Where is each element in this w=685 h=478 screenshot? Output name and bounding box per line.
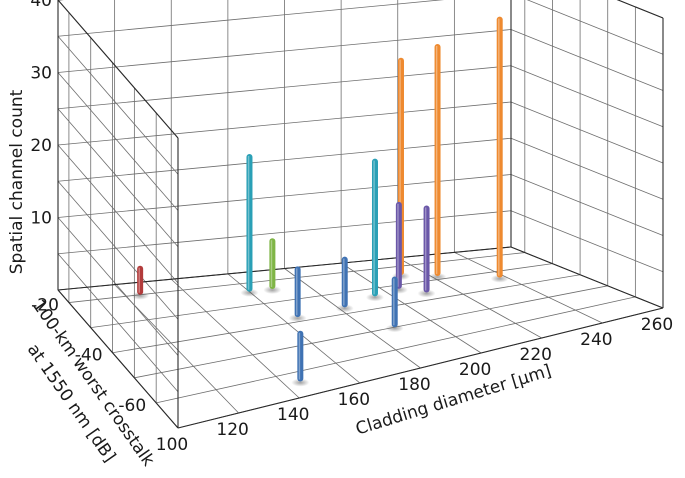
bar-body (341, 256, 348, 308)
x-tick-label: 180 (398, 375, 430, 395)
x-tick-label: 120 (216, 420, 248, 440)
bar-body (297, 330, 304, 382)
box-edge (57, 289, 179, 429)
floor-grid-line (397, 257, 542, 339)
z-tick-label: 20 (30, 136, 52, 156)
box-edge (57, 0, 179, 139)
right-wall-grid-line (510, 174, 664, 236)
bar-series-1-point-0 (291, 330, 310, 387)
floor-grid-line (156, 296, 636, 404)
bar-body (423, 205, 430, 293)
z-axis-title: Spatial channel count (7, 89, 27, 274)
x-tick-label: 200 (459, 360, 491, 380)
bar-series-1-point-1 (288, 266, 307, 323)
y-tick-label: -20 (31, 296, 59, 316)
bar-shadow (131, 291, 150, 300)
bar-highlight (298, 332, 301, 380)
floor-grid-line (340, 262, 482, 354)
chart-tick-labels: 100 120 140 160 180 200 220 240 260 -20 -40 -60 10 20… (30, 0, 673, 455)
floor-grid-line (170, 278, 300, 399)
bar-highlight (393, 278, 395, 326)
bar-series-1-point-2 (335, 256, 354, 313)
chart-bars (131, 16, 509, 387)
bar-series-5-point-2 (490, 16, 509, 283)
bar-highlight (247, 155, 250, 290)
left-wall-grid-line (57, 35, 179, 175)
box-edge (177, 307, 664, 429)
right-wall-grid-line (526, 0, 664, 55)
left-wall-grid-line (57, 253, 179, 393)
bar-shadow (417, 289, 436, 298)
bar-highlight (296, 268, 298, 316)
bar-highlight (435, 45, 438, 274)
x-tick-label: 100 (156, 435, 188, 455)
bar-body (294, 266, 301, 318)
left-wall-grid-line (57, 144, 179, 284)
bar-series-1-point-3 (385, 276, 404, 333)
right-wall-grid-line (510, 65, 664, 128)
bar-highlight (373, 160, 375, 295)
x-tick-label: 160 (338, 390, 370, 410)
right-wall-grid-line (510, 101, 664, 164)
bar-shadow (291, 378, 310, 387)
bar-shadow (263, 285, 282, 294)
left-wall-grid-line (57, 72, 179, 211)
bar-series-2-point-1 (365, 158, 384, 302)
bar-series-4-point-1 (417, 205, 436, 298)
back-wall-grid-line (57, 0, 445, 37)
bar-highlight (424, 207, 427, 291)
z-tick-label: 40 (30, 0, 52, 11)
y-tick-label: -60 (118, 396, 146, 416)
bar-body (395, 201, 402, 289)
bar-shadow (385, 324, 404, 333)
x-tick-label: 140 (277, 405, 309, 425)
bar-highlight (399, 59, 401, 274)
bar-body (269, 238, 276, 289)
bar-series-3-point-0 (263, 238, 282, 294)
right-wall-grid-line (510, 137, 664, 200)
bar-shadow (490, 274, 509, 283)
left-wall-grid-line (57, 108, 179, 248)
bar-series-2-point-0 (240, 153, 259, 297)
bar-highlight (343, 258, 345, 306)
bar-highlight (498, 18, 500, 276)
y-tick-label: -40 (75, 346, 103, 366)
bar-body (246, 153, 253, 292)
bar-shadow (428, 272, 447, 281)
bar-highlight (138, 267, 140, 293)
x-tick-label: 220 (520, 345, 552, 365)
floor-grid-line (134, 285, 608, 379)
floor-grid-line (284, 268, 421, 369)
bar-body (137, 265, 144, 295)
floor-grid-line (112, 274, 581, 354)
x-tick-label: 260 (641, 315, 673, 335)
box-edge (616, 0, 664, 19)
bar-body (391, 276, 398, 328)
x-tick-label: 240 (580, 330, 612, 350)
right-wall-grid-line (510, 29, 664, 91)
chart-walls (57, 0, 664, 429)
bar-series-5-point-1 (428, 43, 447, 281)
bar-shadow (335, 304, 354, 313)
bar-series-0-point-0 (131, 265, 150, 300)
bar-highlight (397, 203, 399, 287)
x-axis-title: Cladding diameter [µm] (353, 361, 553, 440)
floor-grid-line (454, 252, 603, 324)
floor-grid-line (90, 263, 553, 329)
bar-body (496, 16, 503, 278)
bar-shadow (288, 314, 307, 323)
bar-shadow (240, 288, 259, 297)
left-wall-grid-line (57, 180, 179, 320)
bar-highlight (270, 240, 273, 287)
bar-body (371, 158, 378, 297)
z-tick-label: 30 (30, 64, 52, 84)
box-edge (510, 246, 664, 309)
left-wall-grid-line (57, 217, 179, 356)
right-wall-grid-line (510, 210, 664, 273)
bar-body (434, 43, 441, 276)
bar-shadow (365, 293, 384, 302)
z-tick-label: 10 (30, 209, 52, 229)
back-wall-grid-line (57, 29, 512, 73)
